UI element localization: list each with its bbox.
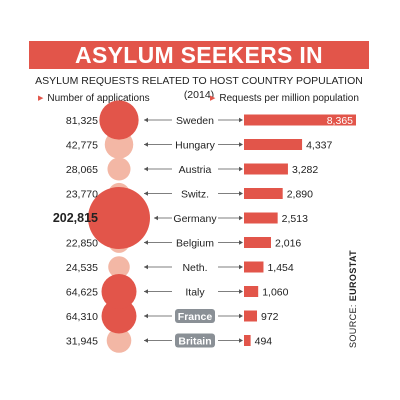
- requests-value-label: 8,365: [327, 115, 353, 127]
- requests-bar: [244, 212, 278, 224]
- requests-bar: [244, 310, 258, 322]
- arrow-head-right: [239, 264, 243, 270]
- arrow-head-right: [239, 338, 243, 343]
- country-badge: [175, 309, 215, 323]
- requests-value-label: 3,282: [292, 164, 318, 176]
- application-bubble: [88, 187, 150, 249]
- requests-bar: [244, 114, 356, 126]
- arrow-head-left: [144, 289, 148, 294]
- arrow-head-right: [239, 313, 243, 319]
- country-label: France: [178, 311, 213, 323]
- country-label: Italy: [185, 287, 205, 299]
- arrow-head-right: [239, 117, 243, 123]
- application-bubble: [106, 328, 132, 353]
- requests-value-label: 494: [255, 336, 273, 348]
- arrow-head-left: [144, 240, 148, 245]
- country-label: Hungary: [175, 140, 215, 152]
- application-bubble: [107, 157, 131, 181]
- requests-bar: [244, 261, 264, 273]
- applications-header-label: Number of applications: [47, 93, 150, 104]
- country-label: Switz.: [181, 189, 209, 201]
- application-count-label: 64,625: [66, 287, 98, 299]
- application-bubble: [101, 274, 137, 309]
- arrow-head-right: [239, 166, 243, 172]
- arrow-head-right: [239, 289, 243, 294]
- application-count-label: 31,945: [66, 336, 98, 348]
- requests-value-label: 1,454: [267, 262, 293, 274]
- application-bubble: [99, 100, 139, 140]
- requests-value-label: 2,513: [282, 213, 308, 225]
- requests-bar: [244, 188, 283, 199]
- requests-header: ▶ Requests per million population: [210, 92, 359, 106]
- requests-value-label: 2,016: [275, 238, 301, 250]
- arrow-head-right: [239, 240, 243, 245]
- application-count-label: 28,065: [66, 164, 98, 176]
- arrow-head-left: [144, 313, 148, 319]
- application-count-label: 81,325: [66, 115, 98, 127]
- requests-bar: [244, 237, 271, 248]
- country-badge: [175, 333, 215, 348]
- requests-value-label: 2,890: [287, 189, 313, 201]
- requests-value-label: 1,060: [262, 287, 288, 299]
- requests-bar: [244, 335, 251, 346]
- requests-bar: [244, 139, 303, 150]
- requests-header-label: Requests per million population: [219, 93, 359, 104]
- application-count-label: 24,535: [66, 262, 98, 274]
- application-bubble: [108, 256, 130, 278]
- country-label: Austria: [179, 164, 212, 176]
- arrow-head-left: [144, 338, 148, 343]
- country-label: Germany: [173, 213, 217, 225]
- application-bubble: [101, 298, 137, 334]
- requests-bar: [244, 286, 259, 297]
- arrow-head-left: [154, 215, 158, 221]
- arrow-head-right: [239, 191, 243, 196]
- arrow-head-left: [144, 191, 148, 196]
- applications-header: ▶ Number of applications: [38, 92, 150, 106]
- application-count-label: 22,850: [66, 238, 98, 250]
- bubbles-group: [88, 100, 150, 353]
- source-note: SOURCE: EUROSTAT: [348, 249, 358, 348]
- rows-group: 81,325 Sweden 8,365 42,775 Hungary 4,337 28,06…: [53, 114, 356, 348]
- application-count-label: 64,310: [66, 311, 98, 323]
- arrow-head-right: [239, 142, 243, 147]
- country-label: Neth.: [182, 262, 207, 274]
- application-count-label: 42,775: [66, 140, 98, 152]
- requests-value-label: 972: [261, 311, 279, 323]
- arrow-head-left: [144, 264, 148, 270]
- application-count-label: 23,770: [66, 189, 98, 201]
- triangle-icon: ▶: [38, 95, 44, 102]
- application-count-label: 202,815: [53, 211, 98, 225]
- requests-bar: [244, 163, 288, 175]
- arrow-head-left: [144, 142, 148, 147]
- country-label: Britain: [178, 336, 211, 348]
- chart-title: ASYLUM SEEKERS IN EUROPE: [29, 41, 369, 96]
- chart-subtitle: ASYLUM REQUESTS RELATED TO HOST COUNTRY …: [35, 75, 363, 101]
- arrow-head-left: [144, 117, 148, 123]
- arrow-head-left: [144, 166, 148, 172]
- triangle-icon: ▶: [210, 95, 216, 102]
- country-label: Sweden: [176, 115, 214, 127]
- requests-value-label: 4,337: [306, 140, 332, 152]
- country-label: Belgium: [176, 238, 214, 250]
- arrow-head-right: [239, 215, 243, 221]
